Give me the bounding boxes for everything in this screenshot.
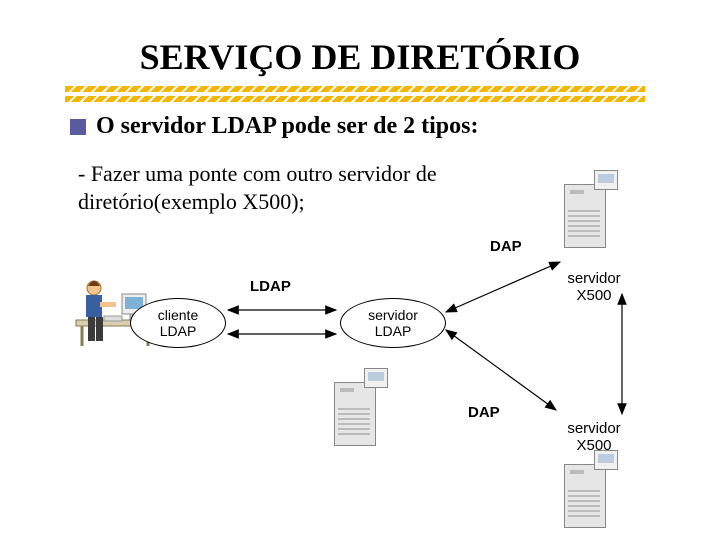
node-label: servidorLDAP (368, 307, 418, 339)
server-icon (564, 450, 618, 530)
server-icon (564, 170, 618, 250)
protocol-label-dap: DAP (490, 238, 522, 255)
accent-bar (65, 96, 645, 102)
protocol-label-ldap: LDAP (250, 278, 291, 295)
node-x500-label: servidorX500 (554, 420, 634, 455)
node-x500-label: servidorX500 (554, 270, 634, 305)
node-client-ldap: clienteLDAP (130, 298, 226, 348)
server-icon (334, 368, 388, 448)
accent-bar (65, 86, 645, 92)
node-label: clienteLDAP (158, 307, 198, 339)
node-server-ldap: servidorLDAP (340, 298, 446, 348)
bullet-text: O servidor LDAP pode ser de 2 tipos: (96, 113, 478, 140)
body-text: - Fazer uma ponte com outro servidor de … (78, 160, 540, 215)
protocol-label-dap: DAP (468, 404, 500, 421)
square-bullet-icon (70, 119, 86, 135)
page-title: SERVIÇO DE DIRETÓRIO (0, 36, 720, 78)
bullet-line: O servidor LDAP pode ser de 2 tipos: (70, 113, 478, 140)
